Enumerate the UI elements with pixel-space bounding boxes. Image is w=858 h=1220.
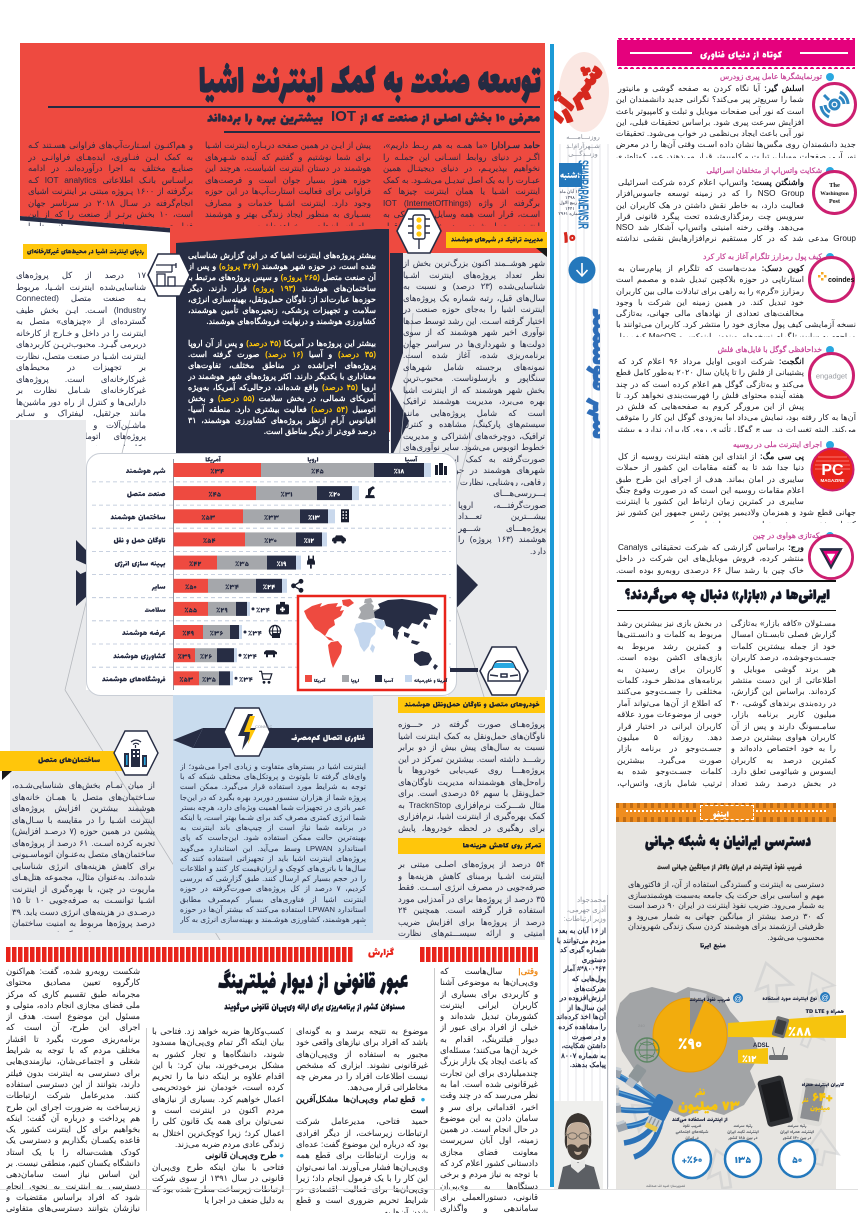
svg-text:The: The [829, 182, 840, 189]
svg-text:Washington: Washington [820, 191, 849, 197]
svg-text:coindesk: coindesk [828, 277, 855, 284]
svg-text:@: @ [734, 994, 742, 1003]
svg-text:CONNECTION: CONNECTION [255, 724, 272, 729]
svg-text:MAGAZINE: MAGAZINE [821, 478, 845, 483]
svg-text:Post: Post [829, 199, 840, 205]
svg-text:PC: PC [821, 462, 844, 479]
svg-text:@: @ [821, 993, 829, 1002]
svg-text:engadget: engadget [816, 372, 848, 381]
svg-text:ADSL: ADSL [753, 1043, 770, 1049]
svg-text:240: 240 [638, 1023, 645, 1028]
